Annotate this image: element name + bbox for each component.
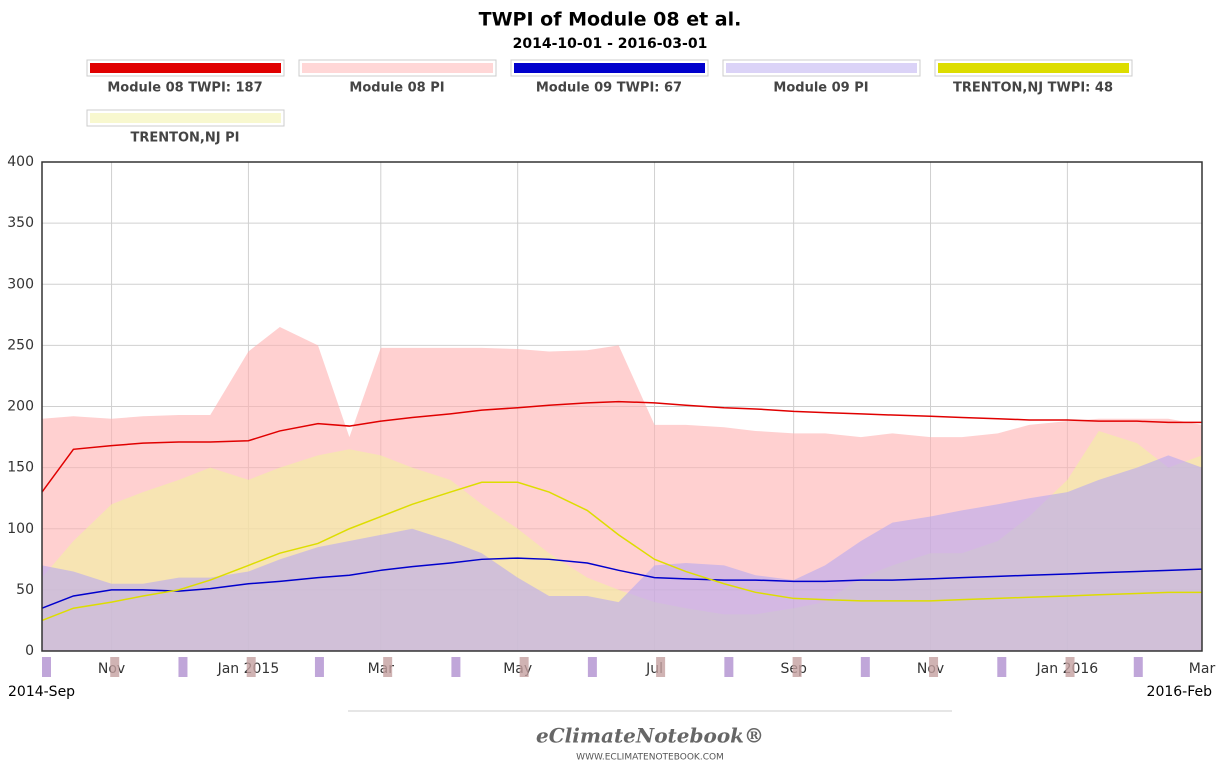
legend-label: TRENTON,NJ PI xyxy=(131,131,240,146)
legend-label: Module 09 TWPI: 67 xyxy=(536,81,682,96)
legend-label: Module 08 TWPI: 187 xyxy=(107,81,262,96)
plot-frame xyxy=(41,161,1203,652)
legend-swatch xyxy=(938,63,1129,73)
navigator-block xyxy=(587,657,597,677)
navigator-block xyxy=(656,657,666,677)
navigator-block xyxy=(792,657,802,677)
y-tick-label: 100 xyxy=(7,521,34,537)
navigator-block xyxy=(724,657,734,677)
line xyxy=(41,481,1202,622)
y-tick-label: 350 xyxy=(7,215,34,231)
line xyxy=(41,557,1203,609)
navigator-block xyxy=(314,657,324,677)
legend-swatch xyxy=(302,63,493,73)
navigator-block xyxy=(929,657,939,677)
legend-swatch xyxy=(90,113,281,123)
legend-label: Module 08 PI xyxy=(349,81,444,96)
y-tick-label: 250 xyxy=(7,337,34,353)
navigator-block xyxy=(997,657,1007,677)
footer-brand: eClimateNotebook® xyxy=(536,724,764,748)
y-tick-label: 200 xyxy=(7,399,34,415)
navigator-block xyxy=(860,657,870,677)
y-tick-label: 50 xyxy=(16,582,34,598)
y-tick-label: 0 xyxy=(25,643,34,659)
footer-url: WWW.ECLIMATENOTEBOOK.COM xyxy=(576,753,724,763)
y-tick-label: 150 xyxy=(7,460,34,476)
legend-label: TRENTON,NJ TWPI: 48 xyxy=(953,81,1113,96)
chart-title: TWPI of Module 08 et al. xyxy=(479,9,742,31)
area xyxy=(42,455,1202,651)
navigator-block xyxy=(519,657,529,677)
legend-swatch xyxy=(726,63,917,73)
x-tick-label: Mar xyxy=(1189,661,1216,677)
navigator-block xyxy=(178,657,188,677)
navigator-label: 2016-Feb xyxy=(1147,684,1213,700)
line xyxy=(41,400,1202,493)
navigator-block xyxy=(42,657,51,677)
navigator-block xyxy=(1133,657,1143,677)
navigator-block xyxy=(451,657,461,677)
navigator-block xyxy=(383,657,393,677)
navigator-block xyxy=(246,657,256,677)
legend-swatch xyxy=(90,63,281,73)
navigator-block xyxy=(110,657,120,677)
y-tick-label: 300 xyxy=(7,276,34,292)
navigator-block xyxy=(1065,657,1075,677)
legend-label: Module 09 PI xyxy=(773,81,868,96)
legend-swatch xyxy=(514,63,705,73)
navigator-label: 2014-Sep xyxy=(8,684,75,700)
y-tick-label: 400 xyxy=(7,154,34,170)
chart-subtitle: 2014-10-01 - 2016-03-01 xyxy=(513,36,708,52)
